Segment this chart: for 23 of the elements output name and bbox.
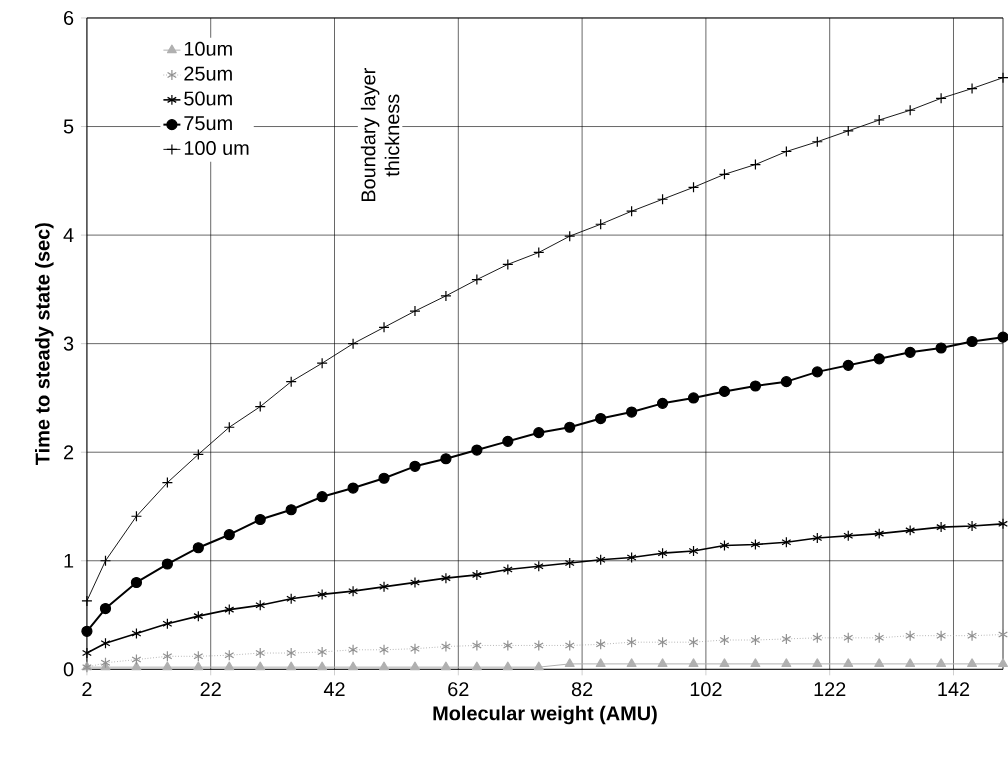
- y-tick-label: 4: [63, 228, 74, 242]
- legend-label: 10um: [184, 41, 232, 56]
- legend-label: 50um: [184, 91, 232, 106]
- x-tick-label: 102: [690, 682, 722, 697]
- y-axis-title: Time to steady state (sec): [35, 223, 54, 465]
- legend-label: 75um: [184, 116, 232, 131]
- y-tick-label: 6: [64, 10, 74, 25]
- x-tick-label: 22: [200, 682, 221, 696]
- y-tick-label: 3: [63, 336, 74, 351]
- x-tick-label: 142: [938, 682, 970, 696]
- legend-title: Boundary layer thickness: [360, 67, 400, 201]
- x-tick-label: 122: [814, 682, 846, 696]
- y-tick-label: 5: [63, 119, 74, 134]
- x-axis-title: Molecular weight (AMU): [433, 705, 657, 725]
- x-tick-label: 82: [571, 682, 593, 697]
- y-tick-label: 1: [64, 553, 74, 568]
- x-tick-label: 62: [448, 682, 469, 697]
- y-tick-label: 2: [64, 445, 74, 460]
- legend-label: 100 um: [184, 140, 249, 155]
- y-tick-label: 0: [63, 662, 74, 677]
- x-tick-label: 42: [323, 682, 345, 696]
- legend-label: 25um: [184, 66, 232, 81]
- x-tick-label: 2: [82, 682, 92, 696]
